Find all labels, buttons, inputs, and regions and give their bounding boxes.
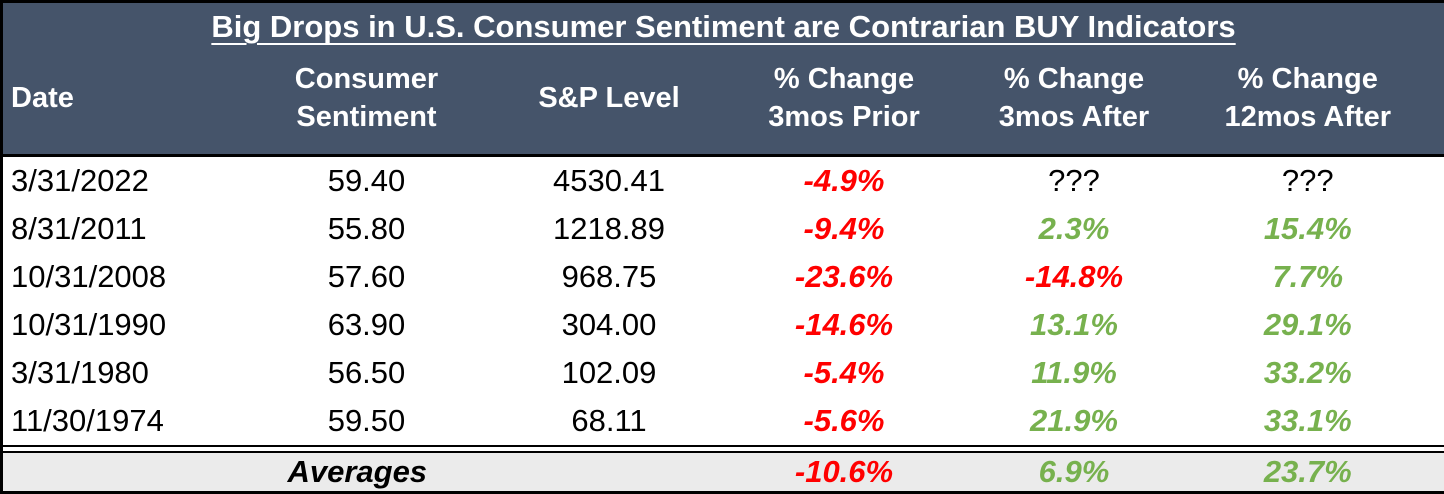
sentiment-cell: 59.40: [227, 156, 507, 206]
sp-level-cell: 304.00: [507, 301, 712, 349]
pct-after3-cell: 11.9%: [977, 349, 1172, 397]
column-header-pct-change-3mos-after: % Change 3mos After: [977, 49, 1172, 156]
pct-after12-cell: 29.1%: [1172, 301, 1444, 349]
column-header-row: Date Consumer Sentiment S&P Level % Chan…: [2, 49, 1444, 156]
avg-pct-prior-cell: -10.6%: [712, 452, 977, 493]
table-header: Big Drops in U.S. Consumer Sentiment are…: [2, 2, 1444, 156]
table-row: 3/31/2022 59.40 4530.41 -4.9% ??? ???: [2, 156, 1444, 206]
pct-after3-cell: 2.3%: [977, 205, 1172, 253]
date-cell: 3/31/2022: [2, 156, 227, 206]
averages-label: Averages: [2, 452, 712, 493]
pct-after3-cell: ???: [977, 156, 1172, 206]
pct-prior-cell: -23.6%: [712, 253, 977, 301]
averages-row: Averages -10.6% 6.9% 23.7%: [2, 452, 1444, 493]
pct-prior-cell: -5.6%: [712, 397, 977, 446]
table-row: 3/31/1980 56.50 102.09 -5.4% 11.9% 33.2%: [2, 349, 1444, 397]
pct-after12-cell: ???: [1172, 156, 1444, 206]
sp-level-cell: 4530.41: [507, 156, 712, 206]
pct-prior-cell: -14.6%: [712, 301, 977, 349]
pct-after12-cell: 7.7%: [1172, 253, 1444, 301]
sp-level-cell: 968.75: [507, 253, 712, 301]
sentiment-cell: 56.50: [227, 349, 507, 397]
avg-pct-after3-cell: 6.9%: [977, 452, 1172, 493]
pct-after3-cell: -14.8%: [977, 253, 1172, 301]
table-row: 10/31/1990 63.90 304.00 -14.6% 13.1% 29.…: [2, 301, 1444, 349]
sp-level-cell: 102.09: [507, 349, 712, 397]
sentiment-cell: 63.90: [227, 301, 507, 349]
pct-after3-cell: 21.9%: [977, 397, 1172, 446]
pct-prior-cell: -9.4%: [712, 205, 977, 253]
column-header-consumer-sentiment: Consumer Sentiment: [227, 49, 507, 156]
table-row: 8/31/2011 55.80 1218.89 -9.4% 2.3% 15.4%: [2, 205, 1444, 253]
pct-after12-cell: 33.1%: [1172, 397, 1444, 446]
date-cell: 3/31/1980: [2, 349, 227, 397]
avg-pct-after12-cell: 23.7%: [1172, 452, 1444, 493]
date-cell: 10/31/1990: [2, 301, 227, 349]
date-cell: 8/31/2011: [2, 205, 227, 253]
table-row: 10/31/2008 57.60 968.75 -23.6% -14.8% 7.…: [2, 253, 1444, 301]
sentiment-cell: 55.80: [227, 205, 507, 253]
column-header-pct-change-12mos-after: % Change 12mos After: [1172, 49, 1444, 156]
table-body: 3/31/2022 59.40 4530.41 -4.9% ??? ??? 8/…: [2, 156, 1444, 453]
pct-after12-cell: 15.4%: [1172, 205, 1444, 253]
sp-level-cell: 68.11: [507, 397, 712, 446]
column-header-date: Date: [2, 49, 227, 156]
pct-prior-cell: -4.9%: [712, 156, 977, 206]
sentiment-cell: 59.50: [227, 397, 507, 446]
date-cell: 11/30/1974: [2, 397, 227, 446]
title-row: Big Drops in U.S. Consumer Sentiment are…: [2, 2, 1444, 50]
column-header-pct-change-3mos-prior: % Change 3mos Prior: [712, 49, 977, 156]
column-header-sp-level: S&P Level: [507, 49, 712, 156]
date-cell: 10/31/2008: [2, 253, 227, 301]
sentiment-cell: 57.60: [227, 253, 507, 301]
table-row: 11/30/1974 59.50 68.11 -5.6% 21.9% 33.1%: [2, 397, 1444, 446]
sp-level-cell: 1218.89: [507, 205, 712, 253]
pct-after3-cell: 13.1%: [977, 301, 1172, 349]
table-title: Big Drops in U.S. Consumer Sentiment are…: [2, 2, 1444, 50]
pct-after12-cell: 33.2%: [1172, 349, 1444, 397]
pct-prior-cell: -5.4%: [712, 349, 977, 397]
